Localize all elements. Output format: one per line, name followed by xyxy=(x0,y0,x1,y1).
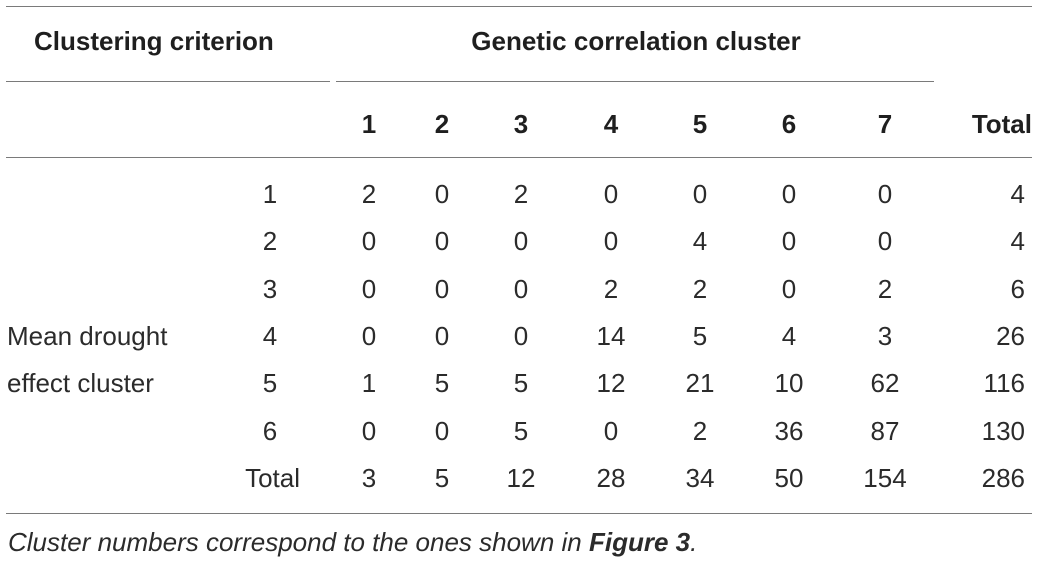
table-cell: 0 xyxy=(781,179,797,209)
table-cell: 0 xyxy=(877,226,893,256)
row-label: 4 xyxy=(262,321,278,351)
table-top-rule xyxy=(6,6,1032,7)
row-label: 5 xyxy=(262,368,278,398)
column-header: 4 xyxy=(603,109,619,139)
table-cell: 5 xyxy=(692,321,708,351)
table-cell: 3 xyxy=(877,321,893,351)
table-cell: 0 xyxy=(361,274,377,304)
row-label: 2 xyxy=(262,226,278,256)
table-cell: 0 xyxy=(877,179,893,209)
table-cell: 0 xyxy=(434,321,450,351)
table-cell: 2 xyxy=(513,179,529,209)
row-total: 26 xyxy=(996,321,1025,351)
clustering-criterion-header: Clustering criterion xyxy=(34,26,274,56)
row-label: 1 xyxy=(262,179,278,209)
table-cell: 4 xyxy=(781,321,797,351)
row-total: 130 xyxy=(981,416,1025,446)
table-cell: 0 xyxy=(434,226,450,256)
column-header: 2 xyxy=(434,109,450,139)
table-cell: 0 xyxy=(603,416,619,446)
group-header-rule xyxy=(336,81,934,82)
table-cell: 0 xyxy=(781,274,797,304)
table-cell: 4 xyxy=(692,226,708,256)
table-cell: 0 xyxy=(434,179,450,209)
genetic-correlation-cluster-header: Genetic correlation cluster xyxy=(471,26,801,56)
table-cell: 50 xyxy=(774,463,804,493)
row-total: 6 xyxy=(1010,274,1025,304)
table-cell: 14 xyxy=(596,321,626,351)
header-bottom-rule xyxy=(6,157,1032,158)
table-cell: 1 xyxy=(361,368,377,398)
table-cell: 10 xyxy=(774,368,804,398)
row-total: 116 xyxy=(983,368,1025,398)
table-cell: 2 xyxy=(877,274,893,304)
column-header: 3 xyxy=(513,109,529,139)
row-label: 3 xyxy=(262,274,278,304)
total-column-header: Total xyxy=(971,109,1032,139)
table-cell: 0 xyxy=(434,416,450,446)
table-cell: 0 xyxy=(434,274,450,304)
table-cell: 3 xyxy=(361,463,377,493)
table-cell: 36 xyxy=(774,416,804,446)
table-cell: 12 xyxy=(506,463,536,493)
table-cell: 21 xyxy=(685,368,715,398)
row-label-total: Total xyxy=(245,463,300,493)
table-cell: 0 xyxy=(361,321,377,351)
table-cell: 5 xyxy=(434,368,450,398)
footnote-end: . xyxy=(690,527,698,557)
table-cell: 2 xyxy=(361,179,377,209)
figure-reference-link[interactable]: Figure 3 xyxy=(588,527,691,557)
table-cell: 0 xyxy=(361,226,377,256)
table-bottom-rule xyxy=(6,513,1032,514)
table-cell: 0 xyxy=(603,226,619,256)
table-cell: 62 xyxy=(870,368,900,398)
table-cell: 0 xyxy=(513,226,529,256)
table-cell: 0 xyxy=(361,416,377,446)
table-cell: 0 xyxy=(603,179,619,209)
column-header: 1 xyxy=(361,109,377,139)
table-cell: 2 xyxy=(603,274,619,304)
table-cell: 2 xyxy=(692,274,708,304)
row-label: 6 xyxy=(262,416,278,446)
table-cell: 0 xyxy=(692,179,708,209)
criterion-header-rule xyxy=(6,81,330,82)
table-cell: 5 xyxy=(434,463,450,493)
row-total: 4 xyxy=(1010,226,1025,256)
table-cell: 5 xyxy=(513,416,529,446)
table-cell: 34 xyxy=(685,463,715,493)
column-header: 6 xyxy=(781,109,797,139)
grand-total: 286 xyxy=(981,463,1025,493)
table-cell: 5 xyxy=(513,368,529,398)
column-header: 5 xyxy=(692,109,708,139)
table-cell: 2 xyxy=(692,416,708,446)
table-cell: 154 xyxy=(863,463,907,493)
footnote-text: Cluster numbers correspond to the ones s… xyxy=(8,527,589,557)
table-cell: 0 xyxy=(513,274,529,304)
row-total: 4 xyxy=(1010,179,1025,209)
table-cell: 0 xyxy=(781,226,797,256)
column-header: 7 xyxy=(877,109,893,139)
row-group-label-line1: Mean drought xyxy=(7,321,168,351)
table-cell: 12 xyxy=(596,368,626,398)
table-cell: 28 xyxy=(596,463,626,493)
table-cell: 0 xyxy=(513,321,529,351)
table-cell: 87 xyxy=(870,416,900,446)
row-group-label-line2: effect cluster xyxy=(7,368,154,398)
table-footnote: Cluster numbers correspond to the ones s… xyxy=(8,527,697,557)
